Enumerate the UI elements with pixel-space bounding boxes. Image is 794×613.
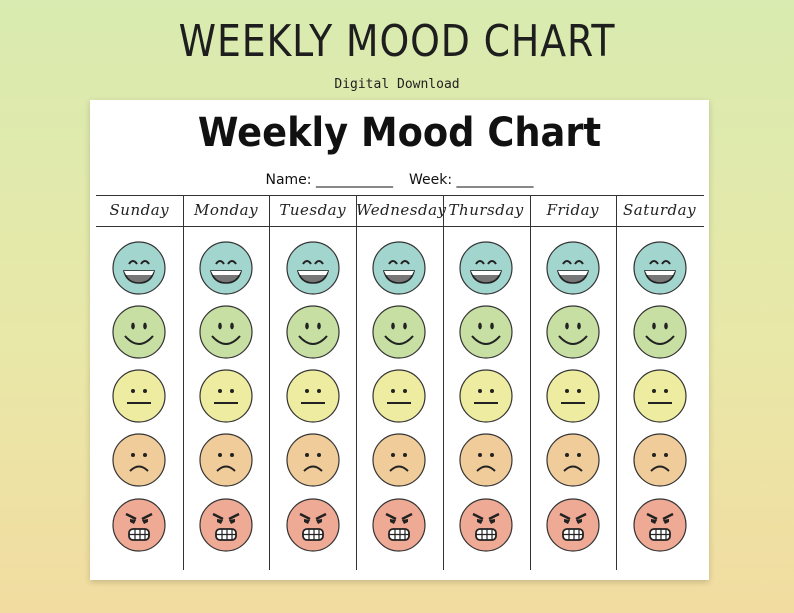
day-header-thursday: Thursday [448,201,524,219]
fields-row: Name: ___________ Week: ___________ [90,172,709,188]
neutral-face-icon [458,368,514,429]
laughing-face-icon [285,240,341,301]
sheet-title: Weekly Mood Chart [197,110,602,156]
smiling-face-icon [371,304,427,365]
laughing-face-icon [545,240,601,301]
mood-chart-sheet: Weekly Mood Chart Name: ___________ Week:… [90,100,709,580]
angry-face-icon [371,497,427,558]
smiling-face-icon [285,304,341,365]
name-field: Name: ___________ [265,172,393,188]
header-top-rule [96,195,704,196]
laughing-face-icon [371,240,427,301]
day-header-friday: Friday [546,201,600,219]
day-header-saturday: Saturday [622,201,697,219]
day-header-monday: Monday [193,201,259,219]
neutral-face-icon [198,368,254,429]
neutral-face-icon [371,368,427,429]
column-divider [183,195,184,570]
smiling-face-icon [458,304,514,365]
angry-face-icon [632,497,688,558]
angry-face-icon [545,497,601,558]
neutral-face-icon [285,368,341,429]
header-subtitle: Digital Download [334,77,460,92]
smiling-face-icon [111,304,167,365]
laughing-face-icon [632,240,688,301]
sad-face-icon [198,432,254,493]
angry-face-icon [198,497,254,558]
laughing-face-icon [111,240,167,301]
smiling-face-icon [632,304,688,365]
laughing-face-icon [198,240,254,301]
angry-face-icon [285,497,341,558]
header-bottom-rule [96,226,704,227]
sad-face-icon [545,432,601,493]
column-divider [616,195,617,570]
angry-face-icon [111,497,167,558]
day-header-wednesday: Wednesday [356,201,447,219]
sad-face-icon [632,432,688,493]
neutral-face-icon [545,368,601,429]
column-divider [443,195,444,570]
smiling-face-icon [198,304,254,365]
neutral-face-icon [111,368,167,429]
column-divider [530,195,531,570]
smiling-face-icon [545,304,601,365]
header-title: WEEKLY MOOD CHART [178,16,616,67]
sad-face-icon [458,432,514,493]
sad-face-icon [371,432,427,493]
column-divider [269,195,270,570]
neutral-face-icon [632,368,688,429]
sad-face-icon [111,432,167,493]
week-field: Week: ___________ [408,172,534,188]
angry-face-icon [458,497,514,558]
day-header-tuesday: Tuesday [279,201,347,219]
day-header-sunday: Sunday [109,201,170,219]
column-divider [356,195,357,570]
sad-face-icon [285,432,341,493]
laughing-face-icon [458,240,514,301]
